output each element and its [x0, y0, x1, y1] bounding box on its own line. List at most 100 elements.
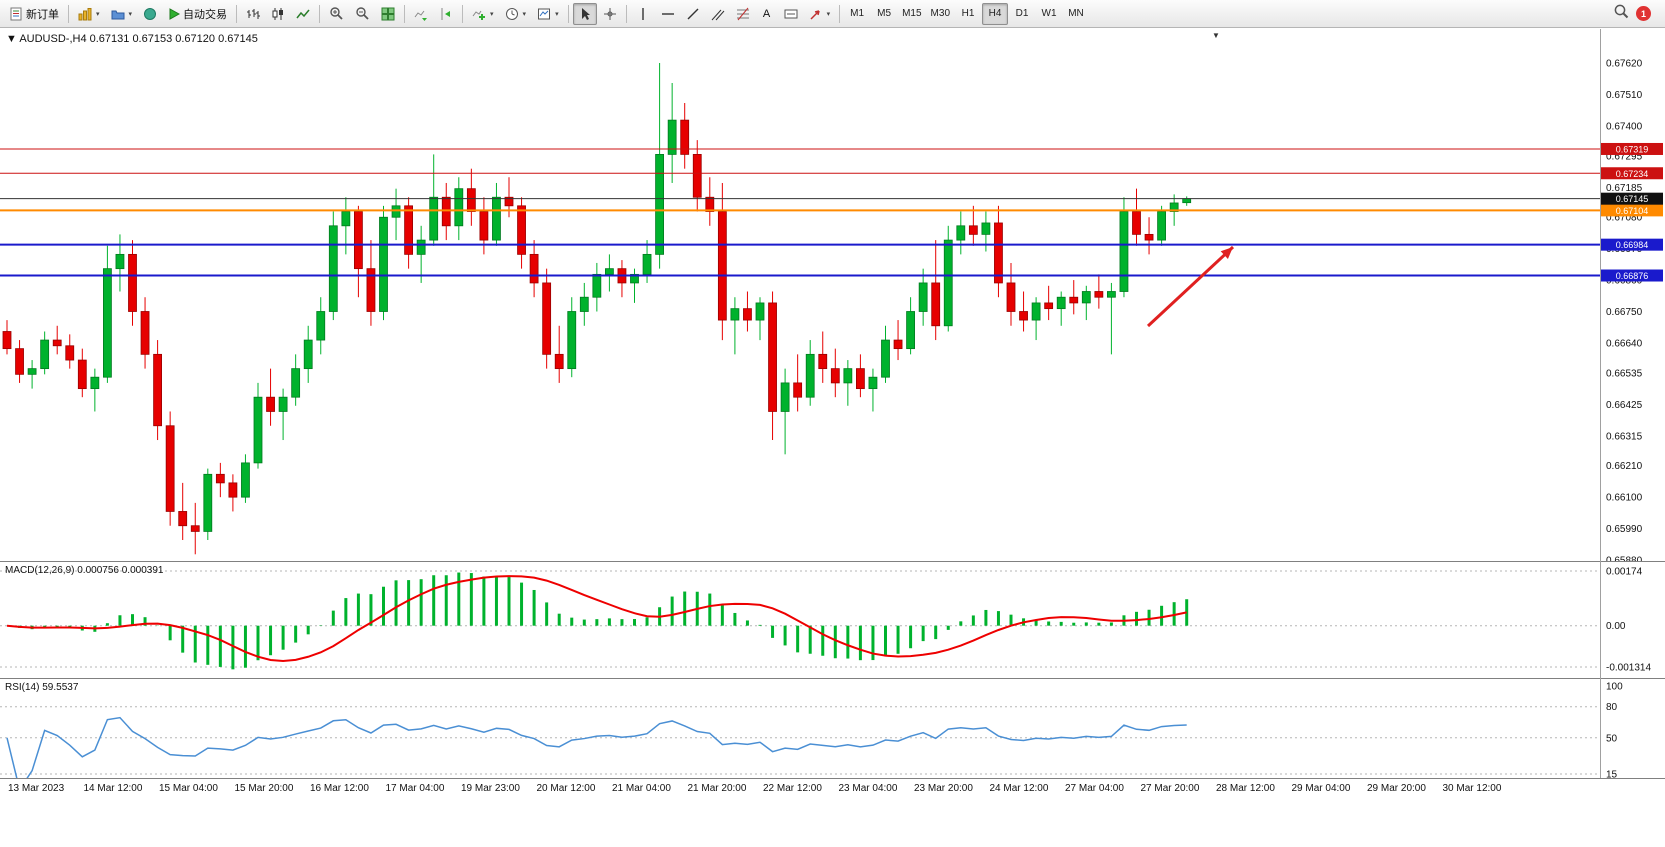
crosshair-button[interactable] [598, 3, 622, 25]
tile-windows-icon [381, 7, 395, 21]
time-label: 28 Mar 12:00 [1216, 783, 1275, 794]
chevron-down-icon: ▾ [490, 10, 494, 18]
timeframe-button-d1[interactable]: D1 [1009, 3, 1035, 25]
time-label: 29 Mar 20:00 [1367, 783, 1426, 794]
tile-windows-button[interactable] [376, 3, 400, 25]
svg-text:0.67295: 0.67295 [1606, 151, 1643, 162]
text-label-icon [784, 7, 798, 21]
svg-text:0.67145: 0.67145 [1616, 194, 1649, 204]
price-axis: 0.67620 0.67510 0.67400 0.67295 0.67185 0.670… [1601, 59, 1663, 562]
toolbar-separator [462, 4, 464, 23]
macd-panel[interactable]: 0.00174 0.00 -0.001314 MACD(12,26,9) 0.0007… [0, 561, 1665, 678]
timeframe-button-m30[interactable]: M30 [927, 3, 954, 25]
svg-text:100: 100 [1606, 682, 1623, 693]
time-label: 23 Mar 04:00 [838, 783, 898, 794]
text-label-button[interactable] [779, 3, 803, 25]
line-chart-icon [296, 7, 310, 21]
chart-shift-icon [439, 7, 453, 21]
new-order-icon [9, 7, 23, 21]
timeframe-button-m5[interactable]: M5 [871, 3, 897, 25]
macd-label: MACD(12,26,9) 0.000756 0.000391 [5, 565, 164, 576]
timeframe-button-h4[interactable]: H4 [982, 2, 1008, 25]
time-label: 24 Mar 12:00 [989, 783, 1049, 794]
time-label: 13 Mar 2023 [8, 783, 65, 794]
svg-text:0.67620: 0.67620 [1606, 59, 1643, 70]
indicators-button[interactable]: ▾ [467, 3, 499, 25]
svg-text:80: 80 [1606, 702, 1618, 713]
horizontal-line-icon [661, 7, 675, 21]
vertical-line-button[interactable] [631, 3, 655, 25]
svg-text:15: 15 [1606, 770, 1618, 779]
svg-text:0.66750: 0.66750 [1606, 307, 1643, 318]
line-chart-button[interactable] [291, 3, 315, 25]
metaeditor-button[interactable] [138, 3, 162, 25]
svg-text:50: 50 [1606, 733, 1618, 744]
time-label: 15 Mar 04:00 [159, 783, 218, 794]
chevron-down-icon: ▾ [826, 10, 831, 18]
time-label: 14 Mar 12:00 [83, 783, 143, 794]
macd-histogram [18, 572, 1189, 670]
cursor-icon [578, 7, 592, 21]
autotrading-label: 自动交易 [183, 8, 228, 21]
svg-text:0.66984: 0.66984 [1616, 240, 1649, 250]
trendline-icon [686, 7, 700, 21]
time-label: 16 Mar 12:00 [310, 783, 369, 794]
svg-text:0.65880: 0.65880 [1606, 556, 1643, 562]
svg-text:0.66640: 0.66640 [1606, 338, 1643, 349]
svg-text:0.67510: 0.67510 [1606, 90, 1643, 101]
time-label: 21 Mar 20:00 [687, 783, 747, 794]
notification-badge[interactable]: 1 [1636, 6, 1651, 21]
candlestick-chart-button[interactable] [266, 3, 290, 25]
svg-text:0.67400: 0.67400 [1606, 121, 1643, 132]
toolbar-separator [839, 4, 841, 23]
new-chart-icon [78, 7, 92, 21]
zoom-in-button[interactable] [324, 3, 349, 25]
svg-text:0.67319: 0.67319 [1616, 144, 1649, 154]
time-axis[interactable]: 13 Mar 2023 14 Mar 12:00 15 Mar 04:00 15 Ma… [0, 778, 1665, 800]
toolbar-separator [567, 4, 569, 23]
timeframe-button-h1[interactable]: H1 [955, 3, 981, 25]
search-icon[interactable] [1613, 3, 1629, 24]
chart-window[interactable]: 0.67620 0.67510 0.67400 0.67295 0.67185 0.670… [0, 29, 1665, 847]
toolbar-separator [68, 4, 69, 23]
chart-shift-button[interactable] [434, 3, 458, 25]
bar-chart-button[interactable] [241, 3, 265, 25]
trend-arrow-annotation[interactable] [1146, 245, 1235, 328]
new-chart-button[interactable]: ▾ [73, 3, 105, 25]
timeframe-button-m15[interactable]: M15 [898, 3, 925, 25]
arrow-tool-icon [809, 7, 823, 21]
timeframe-button-w1[interactable]: W1 [1036, 3, 1062, 25]
svg-text:0.66535: 0.66535 [1606, 368, 1643, 379]
horizontal-line-button[interactable] [656, 3, 680, 25]
chart-dropdown-icon[interactable]: ▼ [1212, 31, 1220, 40]
text-button[interactable]: A [756, 3, 778, 25]
trendline-button[interactable] [681, 3, 705, 25]
rsi-panel[interactable]: 100 80 50 15 RSI(14) 59.5537 [0, 678, 1665, 778]
clock-icon [505, 7, 519, 21]
time-label: 22 Mar 12:00 [763, 783, 822, 794]
templates-button[interactable]: ▾ [532, 3, 564, 25]
cursor-button[interactable] [572, 2, 597, 25]
periods-button[interactable]: ▾ [500, 3, 532, 25]
auto-scroll-button[interactable] [409, 3, 433, 25]
chevron-down-icon: ▾ [555, 10, 559, 18]
arrows-button[interactable]: ▾ [804, 3, 836, 25]
level-lines[interactable] [0, 148, 1600, 277]
timeframe-button-mn[interactable]: MN [1063, 3, 1089, 25]
toolbar: 新订单 ▾ ▾ 自动交易 [0, 0, 1665, 28]
channel-button[interactable] [706, 3, 730, 25]
time-label: 15 Mar 20:00 [234, 783, 294, 794]
profiles-button[interactable]: ▾ [106, 3, 138, 25]
autotrading-button[interactable]: 自动交易 [163, 3, 232, 25]
time-label: 19 Mar 23:00 [461, 783, 520, 794]
chevron-down-icon: ▾ [522, 10, 527, 18]
new-order-button[interactable]: 新订单 [4, 3, 64, 25]
svg-text:0.66425: 0.66425 [1606, 400, 1643, 411]
toolbar-separator [236, 4, 238, 23]
fibonacci-button[interactable] [731, 3, 755, 25]
main-chart[interactable]: 0.67620 0.67510 0.67400 0.67295 0.67185 0.670… [0, 29, 1665, 561]
time-label: 29 Mar 04:00 [1291, 783, 1351, 794]
zoom-out-button[interactable] [350, 3, 375, 25]
timeframe-button-m1[interactable]: M1 [844, 3, 870, 25]
fibonacci-icon [736, 7, 750, 21]
